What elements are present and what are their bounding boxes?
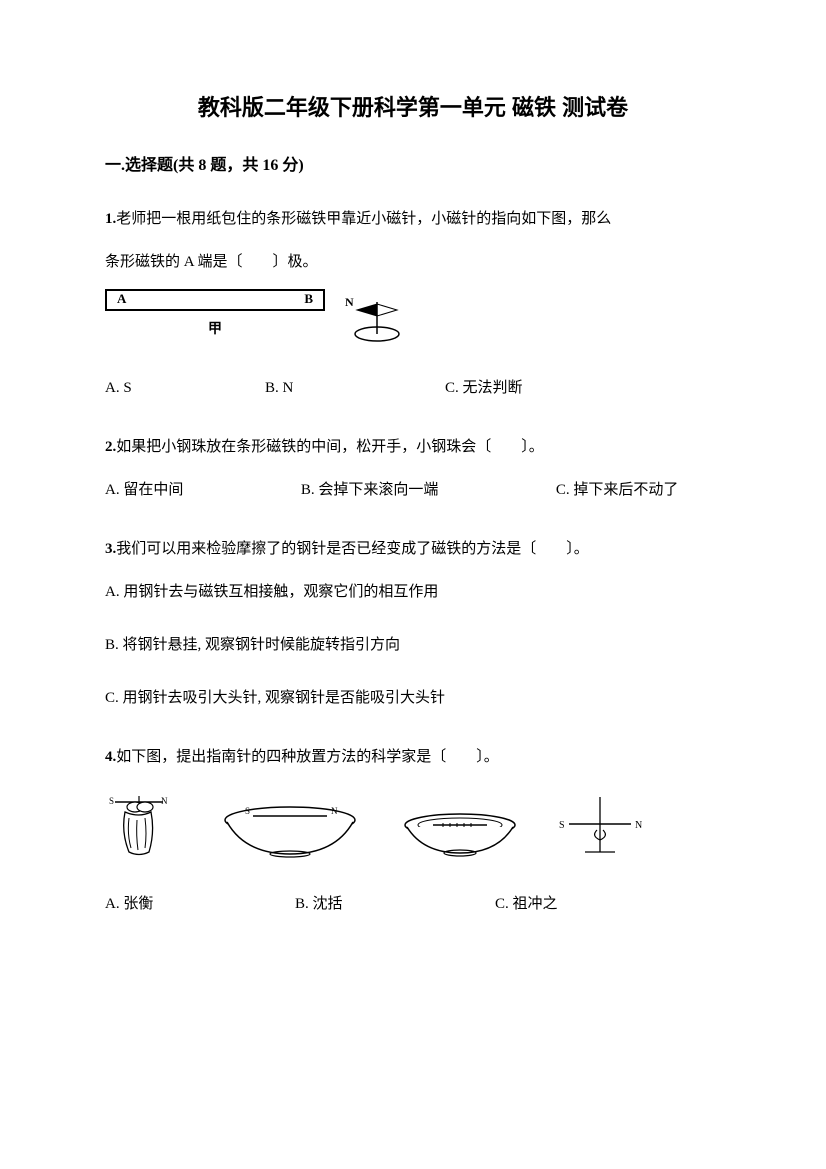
q3-opt-a: A. 用钢针去与磁铁互相接触，观察它们的相互作用 [105,576,721,609]
magnet-b-label: B [304,285,313,314]
fig-bowl1-icon: S N [215,802,365,862]
q1-text-before: 老师把一根用纸包住的条形磁铁甲靠近小磁针，小磁针的指向如下图，那么 [116,211,611,227]
q1-opt-b: B. N [265,372,445,405]
needle-n-label: N [345,295,354,309]
q1-diagram: A B 甲 N [105,289,721,346]
q2-options-wrap: A. 留在中间 B. 会掉下来滚向一端 C. 掉下来后不动了 [105,474,721,507]
q4-opt-b: B. 沈括 [295,888,495,921]
section-name: 选择题 [125,157,173,174]
q4-text: 4.如下图，提出指南针的四种放置方法的科学家是〔 〕。 [105,741,721,774]
q1-line2: 条形磁铁的 A 端是〔 〕极。 [105,246,721,279]
q4-opt-a: A. 张衡 [105,888,295,921]
q3-opt-b: B. 将钢针悬挂, 观察钢针时候能旋转指引方向 [105,629,721,662]
q3-opt-c: C. 用钢针去吸引大头针, 观察钢针是否能吸引大头针 [105,682,721,715]
q2-text: 2.如果把小钢珠放在条形磁铁的中间，松开手，小钢珠会〔 〕。 [105,431,721,464]
section-count: (共 8 题，共 16 分) [173,157,304,174]
section-num: 一 [105,157,121,174]
svg-text:N: N [635,820,642,831]
page-title: 教科版二年级下册科学第一单元 磁铁 测试卷 [105,90,721,125]
bar-magnet: A B [105,289,325,311]
q3-body: 我们可以用来检验摩擦了的钢针是否已经变成了磁铁的方法是〔 〕。 [116,541,589,557]
q1-opt-a: A. S [105,372,265,405]
q1-options: A. S B. N C. 无法判断 [105,372,721,405]
magnet-a-label: A [117,285,126,314]
svg-text:N: N [161,796,168,806]
question-1: 1.老师把一根用纸包住的条形磁铁甲靠近小磁针，小磁针的指向如下图，那么 条形磁铁… [105,203,721,405]
q4-figures: S N S N [105,792,721,862]
q2-opt-b: B. 会掉下来滚向一端 [301,482,439,498]
svg-text:S: S [559,820,565,831]
q2-opt-c: C. 掉下来后不动了 [556,482,679,498]
q3-num: 3. [105,541,116,557]
fig-bowl2-icon [395,807,525,862]
q4-num: 4. [105,749,116,765]
question-2: 2.如果把小钢珠放在条形磁铁的中间，松开手，小钢珠会〔 〕。 A. 留在中间 B… [105,431,721,507]
q3-options: A. 用钢针去与磁铁互相接触，观察它们的相互作用 B. 将钢针悬挂, 观察钢针时… [105,576,721,715]
q1-opt-c: C. 无法判断 [445,372,523,405]
q4-options: A. 张衡 B. 沈括 C. 祖冲之 [105,888,721,921]
magnet-name-label: 甲 [105,315,325,346]
svg-text:S: S [109,796,114,806]
q2-body: 如果把小钢珠放在条形磁铁的中间，松开手，小钢珠会〔 〕。 [116,439,544,455]
q2-num: 2. [105,439,116,455]
question-4: 4.如下图，提出指南针的四种放置方法的科学家是〔 〕。 S N S N [105,741,721,921]
q4-body: 如下图，提出指南针的四种放置方法的科学家是〔 〕。 [116,749,499,765]
q3-text: 3.我们可以用来检验摩擦了的钢针是否已经变成了磁铁的方法是〔 〕。 [105,533,721,566]
svg-text:S: S [245,806,250,816]
q1-line1: 1.老师把一根用纸包住的条形磁铁甲靠近小磁针，小磁针的指向如下图，那么 [105,203,721,236]
q2-opt-a: A. 留在中间 [105,482,183,498]
fig-hand-icon: S N [105,792,185,862]
q1-num: 1. [105,211,116,227]
section-header: 一.选择题(共 8 题，共 16 分) [105,153,721,179]
svg-text:N: N [331,806,338,816]
fig-stand-icon: S N [555,792,645,862]
compass-needle: N [345,292,410,342]
bar-magnet-wrap: A B 甲 [105,289,325,346]
q4-opt-c: C. 祖冲之 [495,888,558,921]
question-3: 3.我们可以用来检验摩擦了的钢针是否已经变成了磁铁的方法是〔 〕。 A. 用钢针… [105,533,721,715]
